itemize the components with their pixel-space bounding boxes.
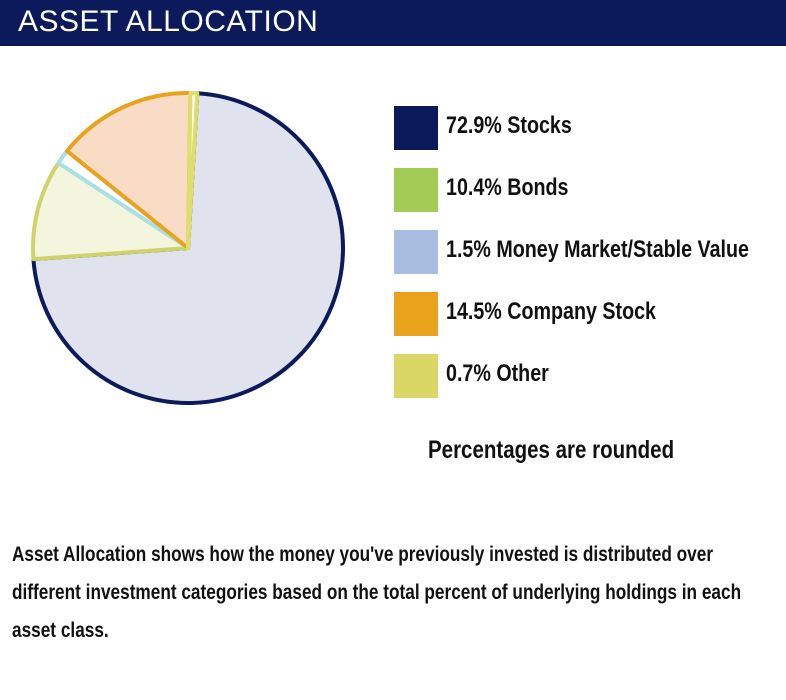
page-title: ASSET ALLOCATION xyxy=(18,5,319,38)
legend-item: 72.9% Stocks xyxy=(394,106,786,152)
pie-chart xyxy=(28,88,348,408)
pie-slice-1 xyxy=(31,160,190,262)
legend-swatch xyxy=(394,292,438,336)
legend-label: 10.4% Bonds xyxy=(446,174,569,201)
legend-label: 14.5% Company Stock xyxy=(446,298,656,325)
header-bar: ASSET ALLOCATION xyxy=(0,0,786,46)
pie-slice-3 xyxy=(65,91,193,250)
rounding-note: Percentages are rounded xyxy=(428,436,675,464)
legend-swatch xyxy=(394,106,438,150)
legend-item: 10.4% Bonds xyxy=(394,168,786,214)
pie-slice-4 xyxy=(186,91,200,250)
legend-label: 72.9% Stocks xyxy=(446,112,572,139)
legend-item: 14.5% Company Stock xyxy=(394,292,786,338)
legend-label: 1.5% Money Market/Stable Value xyxy=(446,236,749,263)
legend-swatch xyxy=(394,168,438,212)
legend-item: 0.7% Other xyxy=(394,354,786,400)
legend-swatch xyxy=(394,354,438,398)
pie-chart-svg xyxy=(31,91,345,405)
legend-item: 1.5% Money Market/Stable Value xyxy=(394,230,786,276)
legend-swatch xyxy=(394,230,438,274)
description-text: Asset Allocation shows how the money you… xyxy=(12,543,742,642)
legend-label: 0.7% Other xyxy=(446,360,549,387)
